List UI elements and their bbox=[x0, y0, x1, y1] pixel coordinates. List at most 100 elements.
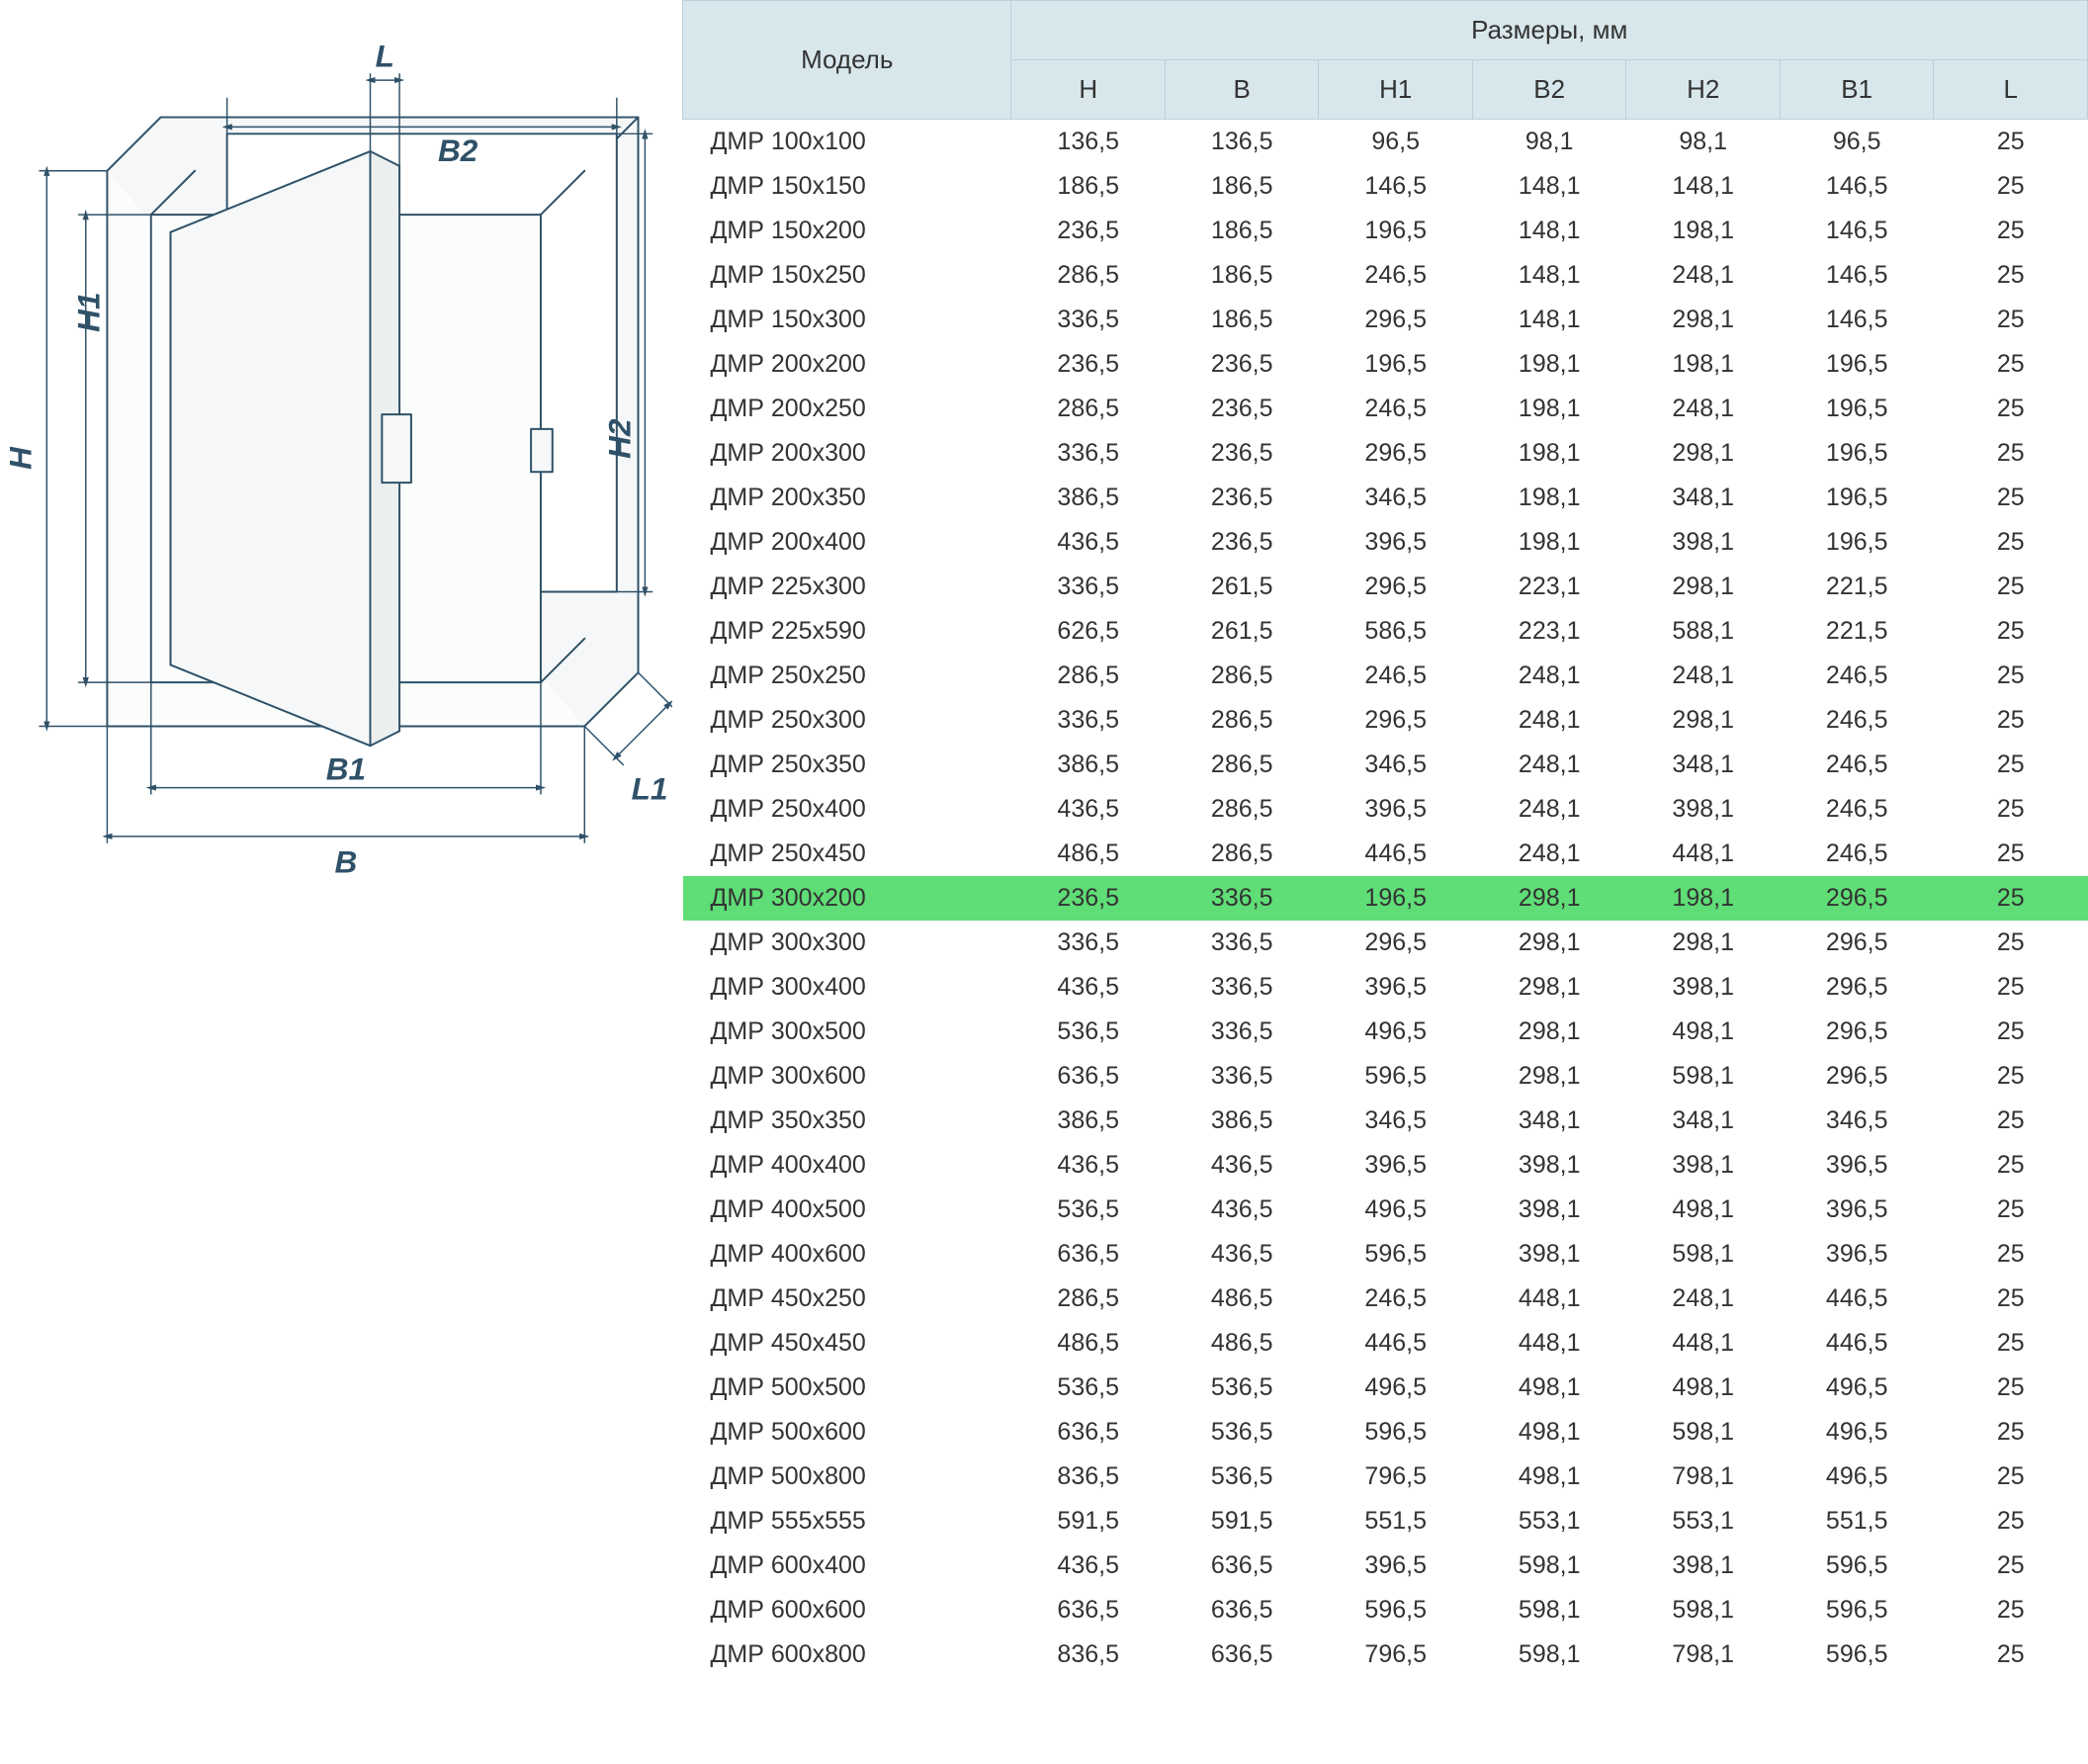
dim-label-h: H bbox=[3, 446, 39, 470]
value-cell: 796,5 bbox=[1319, 1632, 1473, 1677]
value-cell: 25 bbox=[1934, 565, 2088, 609]
value-cell: 448,1 bbox=[1626, 832, 1781, 876]
value-cell: 298,1 bbox=[1626, 921, 1781, 965]
value-cell: 298,1 bbox=[1472, 1010, 1626, 1054]
value-cell: 25 bbox=[1934, 698, 2088, 743]
value-cell: 296,5 bbox=[1319, 431, 1473, 476]
model-cell: ДМР 300х300 bbox=[683, 921, 1011, 965]
value-cell: 25 bbox=[1934, 1632, 2088, 1677]
value-cell: 196,5 bbox=[1319, 209, 1473, 253]
model-cell: ДМР 300х500 bbox=[683, 1010, 1011, 1054]
value-cell: 346,5 bbox=[1780, 1099, 1934, 1143]
model-cell: ДМР 150х150 bbox=[683, 164, 1011, 209]
col-header-l: L bbox=[1934, 60, 2088, 120]
value-cell: 298,1 bbox=[1472, 876, 1626, 921]
value-cell: 25 bbox=[1934, 209, 2088, 253]
value-cell: 221,5 bbox=[1780, 565, 1934, 609]
col-header-b2: B2 bbox=[1472, 60, 1626, 120]
value-cell: 536,5 bbox=[1165, 1455, 1319, 1499]
model-cell: ДМР 150х250 bbox=[683, 253, 1011, 298]
value-cell: 798,1 bbox=[1626, 1632, 1781, 1677]
model-cell: ДМР 200х200 bbox=[683, 342, 1011, 387]
value-cell: 25 bbox=[1934, 342, 2088, 387]
value-cell: 296,5 bbox=[1319, 921, 1473, 965]
value-cell: 636,5 bbox=[1011, 1410, 1166, 1455]
value-cell: 136,5 bbox=[1165, 120, 1319, 165]
value-cell: 348,1 bbox=[1626, 1099, 1781, 1143]
table-row: ДМР 250х250286,5286,5246,5248,1248,1246,… bbox=[683, 654, 2088, 698]
value-cell: 498,1 bbox=[1472, 1410, 1626, 1455]
value-cell: 553,1 bbox=[1472, 1499, 1626, 1544]
value-cell: 436,5 bbox=[1165, 1232, 1319, 1277]
value-cell: 348,1 bbox=[1626, 743, 1781, 787]
value-cell: 598,1 bbox=[1472, 1544, 1626, 1588]
value-cell: 246,5 bbox=[1319, 387, 1473, 431]
model-cell: ДМР 100х100 bbox=[683, 120, 1011, 165]
value-cell: 596,5 bbox=[1780, 1588, 1934, 1632]
value-cell: 198,1 bbox=[1626, 342, 1781, 387]
table-row: ДМР 150х200236,5186,5196,5148,1198,1146,… bbox=[683, 209, 2088, 253]
value-cell: 596,5 bbox=[1319, 1410, 1473, 1455]
value-cell: 296,5 bbox=[1780, 1054, 1934, 1099]
value-cell: 396,5 bbox=[1780, 1232, 1934, 1277]
value-cell: 286,5 bbox=[1011, 654, 1166, 698]
value-cell: 25 bbox=[1934, 1455, 2088, 1499]
dimensions-table: Модель Размеры, мм HBH1B2H2B1L ДМР 100х1… bbox=[682, 0, 2088, 1677]
value-cell: 196,5 bbox=[1780, 387, 1934, 431]
value-cell: 336,5 bbox=[1011, 431, 1166, 476]
value-cell: 25 bbox=[1934, 298, 2088, 342]
dim-label-b1: B1 bbox=[326, 751, 366, 787]
value-cell: 296,5 bbox=[1780, 876, 1934, 921]
value-cell: 536,5 bbox=[1011, 1188, 1166, 1232]
value-cell: 336,5 bbox=[1011, 298, 1166, 342]
value-cell: 25 bbox=[1934, 832, 2088, 876]
table-row: ДМР 200х300336,5236,5296,5198,1298,1196,… bbox=[683, 431, 2088, 476]
model-cell: ДМР 600х800 bbox=[683, 1632, 1011, 1677]
value-cell: 223,1 bbox=[1472, 565, 1626, 609]
model-cell: ДМР 225х590 bbox=[683, 609, 1011, 654]
model-cell: ДМР 350х350 bbox=[683, 1099, 1011, 1143]
value-cell: 396,5 bbox=[1319, 520, 1473, 565]
value-cell: 298,1 bbox=[1472, 921, 1626, 965]
model-cell: ДМР 250х300 bbox=[683, 698, 1011, 743]
value-cell: 236,5 bbox=[1165, 520, 1319, 565]
dim-label-l1: L1 bbox=[632, 770, 668, 806]
model-cell: ДМР 250х350 bbox=[683, 743, 1011, 787]
value-cell: 596,5 bbox=[1780, 1632, 1934, 1677]
value-cell: 536,5 bbox=[1165, 1410, 1319, 1455]
value-cell: 486,5 bbox=[1165, 1277, 1319, 1321]
value-cell: 398,1 bbox=[1626, 1143, 1781, 1188]
model-cell: ДМР 400х500 bbox=[683, 1188, 1011, 1232]
value-cell: 436,5 bbox=[1165, 1143, 1319, 1188]
value-cell: 298,1 bbox=[1626, 565, 1781, 609]
table-row: ДМР 250х400436,5286,5396,5248,1398,1246,… bbox=[683, 787, 2088, 832]
value-cell: 348,1 bbox=[1472, 1099, 1626, 1143]
value-cell: 198,1 bbox=[1472, 431, 1626, 476]
value-cell: 398,1 bbox=[1472, 1232, 1626, 1277]
value-cell: 248,1 bbox=[1472, 787, 1626, 832]
value-cell: 248,1 bbox=[1626, 1277, 1781, 1321]
value-cell: 346,5 bbox=[1319, 743, 1473, 787]
value-cell: 636,5 bbox=[1011, 1588, 1166, 1632]
value-cell: 553,1 bbox=[1626, 1499, 1781, 1544]
table-row: ДМР 200х250286,5236,5246,5198,1248,1196,… bbox=[683, 387, 2088, 431]
value-cell: 836,5 bbox=[1011, 1632, 1166, 1677]
value-cell: 386,5 bbox=[1165, 1099, 1319, 1143]
value-cell: 198,1 bbox=[1472, 342, 1626, 387]
value-cell: 296,5 bbox=[1319, 298, 1473, 342]
model-cell: ДМР 500х500 bbox=[683, 1366, 1011, 1410]
value-cell: 446,5 bbox=[1319, 832, 1473, 876]
value-cell: 96,5 bbox=[1319, 120, 1473, 165]
model-cell: ДМР 225х300 bbox=[683, 565, 1011, 609]
value-cell: 386,5 bbox=[1011, 1099, 1166, 1143]
table-row: ДМР 225х590626,5261,5586,5223,1588,1221,… bbox=[683, 609, 2088, 654]
value-cell: 25 bbox=[1934, 1232, 2088, 1277]
value-cell: 146,5 bbox=[1780, 298, 1934, 342]
value-cell: 448,1 bbox=[1626, 1321, 1781, 1366]
table-row: ДМР 600х800836,5636,5796,5598,1798,1596,… bbox=[683, 1632, 2088, 1677]
dimension-diagram: L B2 H H1 H2 B B1 L1 bbox=[0, 20, 672, 897]
table-row: ДМР 225х300336,5261,5296,5223,1298,1221,… bbox=[683, 565, 2088, 609]
model-cell: ДМР 300х200 bbox=[683, 876, 1011, 921]
value-cell: 148,1 bbox=[1472, 298, 1626, 342]
value-cell: 336,5 bbox=[1165, 921, 1319, 965]
